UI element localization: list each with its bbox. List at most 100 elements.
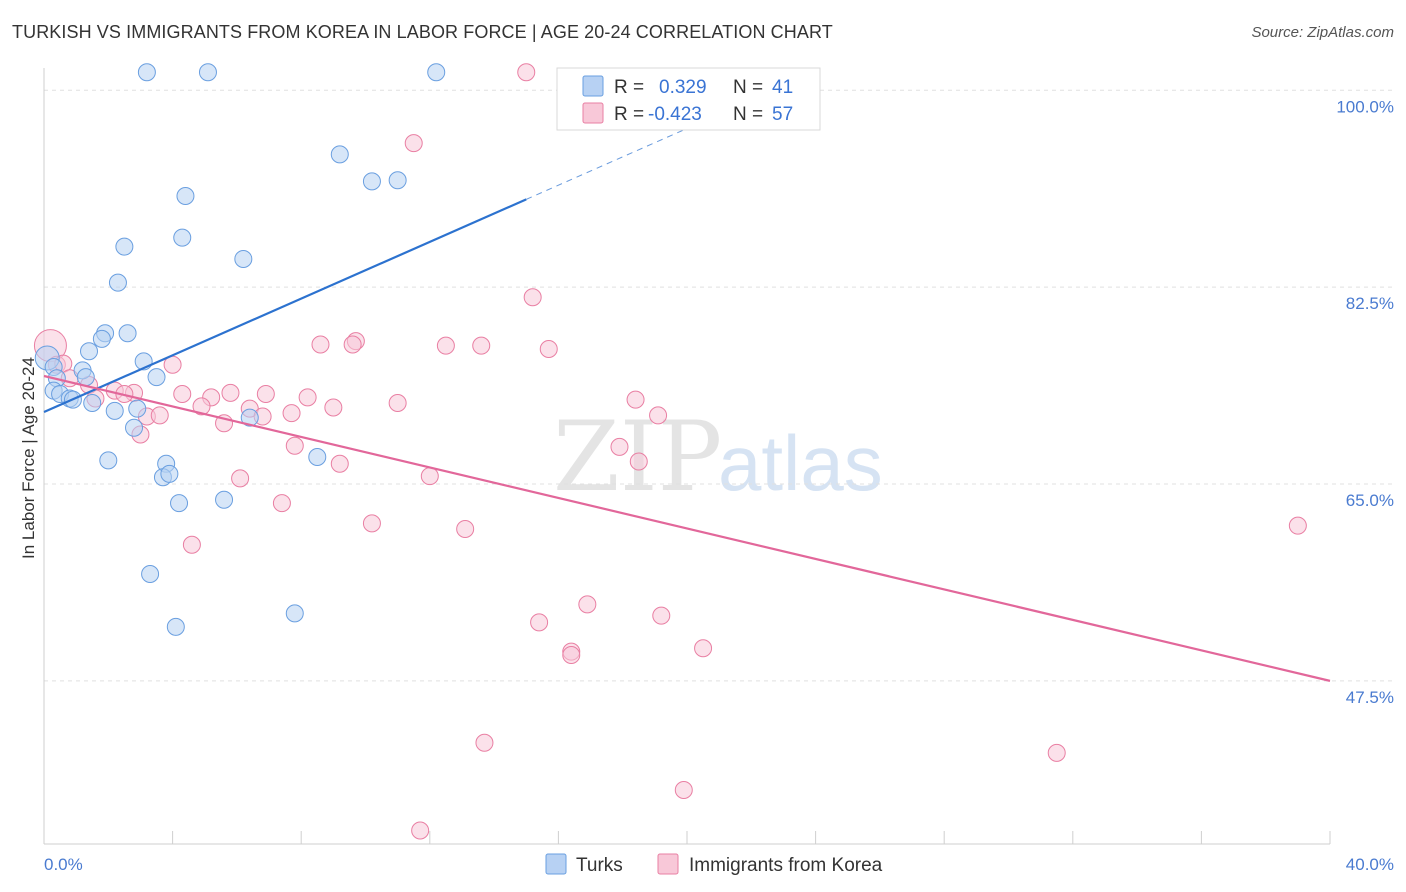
korea-point xyxy=(282,404,301,423)
korea-point xyxy=(475,733,494,752)
turks-trend-line xyxy=(43,198,527,414)
turks-point xyxy=(240,408,259,427)
x-axis-ticks xyxy=(172,831,1331,844)
turks-point xyxy=(108,273,127,292)
y-tick-label: 47.5% xyxy=(1346,688,1394,707)
turks-point xyxy=(388,171,407,190)
turks-point xyxy=(105,401,124,420)
korea-point xyxy=(150,406,169,425)
x-tick-label-max: 40.0% xyxy=(1346,855,1394,874)
korea-point xyxy=(231,469,250,488)
watermark-atlas: atlas xyxy=(718,419,883,507)
korea-point xyxy=(420,467,439,486)
turks-point xyxy=(285,604,304,623)
korea-point xyxy=(1047,743,1066,762)
korea-point xyxy=(1288,516,1307,535)
korea-point xyxy=(652,606,671,625)
turks-point xyxy=(80,342,99,361)
bottom-legend-swatch-turks xyxy=(545,853,567,875)
y-tick-label: 65.0% xyxy=(1346,491,1394,510)
x-tick-label-min: 0.0% xyxy=(44,855,83,874)
legend-r-label-korea: R = xyxy=(614,104,644,125)
turks-point xyxy=(176,187,195,205)
korea-series xyxy=(33,63,1307,840)
korea-point xyxy=(456,520,475,538)
bottom-legend-label-korea: Immigrants from Korea xyxy=(689,855,883,876)
korea-point xyxy=(324,398,343,417)
turks-point xyxy=(160,464,179,483)
korea-point xyxy=(578,595,597,614)
turks-point xyxy=(362,172,381,191)
legend-n-value-turks: 41 xyxy=(772,77,793,98)
legend-n-label-turks: N = xyxy=(733,77,763,98)
turks-point xyxy=(125,418,144,437)
korea-point xyxy=(610,437,629,456)
y-tick-label: 100.0% xyxy=(1336,97,1394,116)
bottom-legend: Turks Immigrants from Korea xyxy=(545,853,883,876)
korea-point xyxy=(221,383,240,402)
legend-n-label-korea: N = xyxy=(733,104,763,125)
chart-title: TURKISH VS IMMIGRANTS FROM KOREA IN LABO… xyxy=(12,22,833,42)
korea-point xyxy=(311,335,330,354)
turks-point xyxy=(166,617,185,636)
korea-point xyxy=(562,646,581,664)
turks-trend-extension xyxy=(526,128,688,200)
turks-point xyxy=(308,448,327,466)
turks-point xyxy=(76,368,95,387)
korea-point xyxy=(629,452,648,471)
turks-point xyxy=(115,237,134,256)
korea-point xyxy=(343,335,362,354)
korea-point xyxy=(272,494,291,513)
turks-series xyxy=(34,63,446,636)
turks-point xyxy=(99,451,118,470)
legend-n-value-korea: 57 xyxy=(772,104,793,125)
turks-point xyxy=(215,490,234,509)
korea-point xyxy=(362,514,381,533)
gridlines xyxy=(44,89,1394,682)
y-tick-label: 82.5% xyxy=(1346,294,1394,313)
turks-point xyxy=(198,63,217,82)
turks-point xyxy=(141,565,160,583)
korea-point xyxy=(626,390,645,409)
korea-point xyxy=(523,288,542,307)
korea-point xyxy=(330,454,349,473)
turks-point xyxy=(137,63,156,82)
korea-point xyxy=(285,436,304,455)
turks-point xyxy=(128,399,147,418)
korea-point xyxy=(649,406,668,425)
korea-point xyxy=(298,388,317,407)
korea-point xyxy=(472,336,491,355)
korea-point xyxy=(388,394,407,412)
korea-point xyxy=(411,821,430,840)
legend-swatch-korea xyxy=(582,102,604,124)
korea-point xyxy=(182,535,201,554)
turks-point xyxy=(118,324,137,343)
bottom-legend-label-turks: Turks xyxy=(576,855,623,876)
korea-trend-line xyxy=(43,374,1331,682)
turks-point xyxy=(83,394,102,412)
korea-point xyxy=(436,336,455,355)
legend-r-value-korea: -0.423 xyxy=(648,104,702,125)
turks-point xyxy=(330,145,349,164)
trend-lines xyxy=(43,128,1331,682)
korea-point xyxy=(517,63,536,82)
korea-point xyxy=(674,781,693,799)
source-label: Source: ZipAtlas.com xyxy=(1251,24,1394,41)
y-axis-label: In Labor Force | Age 20-24 xyxy=(19,357,38,559)
legend-r-label-turks: R = xyxy=(614,77,644,98)
y-tick-labels: 47.5% 65.0% 82.5% 100.0% xyxy=(1336,97,1394,707)
turks-point xyxy=(170,494,189,513)
turks-point xyxy=(234,250,253,268)
legend-r-value-turks: 0.329 xyxy=(659,77,707,98)
legend-box: R = 0.329 N = 41 R = -0.423 N = 57 xyxy=(556,67,821,131)
korea-point xyxy=(256,385,275,403)
korea-point xyxy=(530,613,549,632)
korea-point xyxy=(539,340,558,358)
turks-point xyxy=(92,329,111,348)
korea-point xyxy=(192,397,211,416)
legend-swatch-turks xyxy=(582,75,604,97)
korea-point xyxy=(694,639,713,658)
turks-point xyxy=(147,368,166,387)
korea-point xyxy=(404,134,423,153)
